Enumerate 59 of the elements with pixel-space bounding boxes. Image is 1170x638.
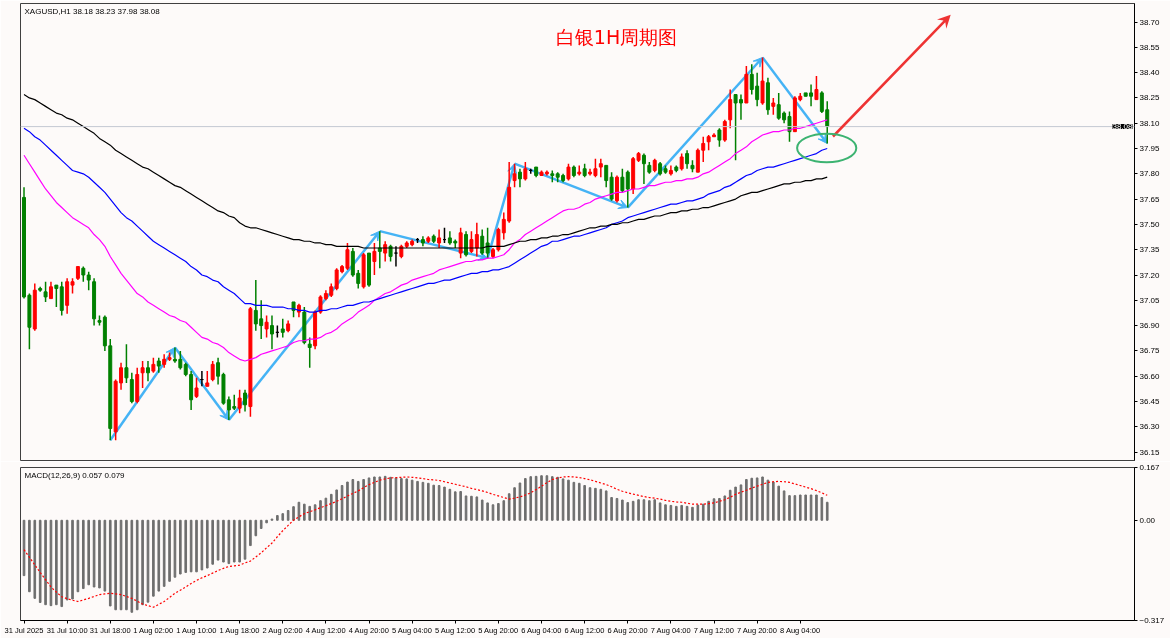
candlestick	[59, 281, 64, 317]
y-tick-label: 36.30	[1139, 422, 1161, 432]
candlestick	[685, 149, 690, 170]
candlestick	[307, 336, 312, 369]
y-tick-label: 37.05	[1139, 295, 1161, 305]
y-tick-label: 37.35	[1139, 245, 1161, 255]
candlestick	[722, 119, 727, 143]
candlestick	[129, 372, 134, 404]
y-tick-label: 36.60	[1139, 371, 1161, 381]
y-tick-label: 37.20	[1139, 270, 1161, 280]
candlestick	[668, 164, 673, 177]
candlestick	[728, 88, 733, 130]
y-tick-label: 38.10	[1139, 118, 1161, 128]
candlestick	[717, 127, 722, 148]
y-tick-label: 37.50	[1139, 219, 1161, 229]
candlestick	[512, 162, 517, 189]
candlestick	[598, 157, 603, 178]
y-tick-label: 36.90	[1139, 321, 1161, 331]
candlestick	[437, 228, 442, 249]
candlestick	[270, 314, 274, 350]
candlestick	[146, 360, 150, 382]
y-tick-label: 38.40	[1139, 68, 1161, 78]
candlestick	[615, 174, 619, 204]
candlestick	[641, 152, 646, 185]
annotation: MACD(12,26,9) 0.057 0.079	[24, 470, 126, 480]
y-tick-label: 37.65	[1139, 194, 1161, 204]
candlestick	[43, 281, 48, 303]
y-tick-label: 0.00	[1139, 515, 1156, 525]
candlestick	[372, 242, 377, 276]
candlestick	[523, 161, 528, 182]
text: 白银1H周期图	[555, 25, 678, 48]
candlestick	[280, 318, 285, 339]
candlestick	[210, 360, 215, 382]
candlestick	[464, 230, 469, 258]
candlestick	[124, 343, 129, 384]
y-tick-label: 37.80	[1139, 169, 1161, 179]
line-series	[23, 127, 828, 313]
candlestick	[140, 360, 145, 389]
y-tick-label: 36.75	[1139, 346, 1161, 356]
candlestick	[517, 168, 522, 189]
candlestick	[760, 56, 765, 106]
y-tick-label: 38.55	[1139, 42, 1161, 52]
candlestick	[54, 284, 59, 308]
candlestick	[264, 314, 269, 339]
y-tick-label: 36.15	[1139, 447, 1161, 457]
candlestick	[243, 388, 248, 413]
y-tick-label: 37.95	[1139, 144, 1161, 154]
candlestick	[814, 75, 819, 101]
y-tick-label: 38.25	[1139, 93, 1161, 103]
y-tick-label: 36.45	[1139, 396, 1161, 406]
y-tick-label: −0.317	[1139, 616, 1165, 625]
candlestick	[194, 377, 199, 399]
ref-line-label: 38.08	[1112, 122, 1134, 132]
y-tick-label: 0.167	[1139, 463, 1161, 472]
candlestick	[458, 227, 463, 259]
candlestick	[237, 388, 242, 415]
candlestick	[86, 270, 91, 291]
annotation: XAGUSD,H1 38.18 38.23 37.98 38.08	[24, 6, 161, 16]
y-tick-label: 38.70	[1139, 17, 1161, 27]
